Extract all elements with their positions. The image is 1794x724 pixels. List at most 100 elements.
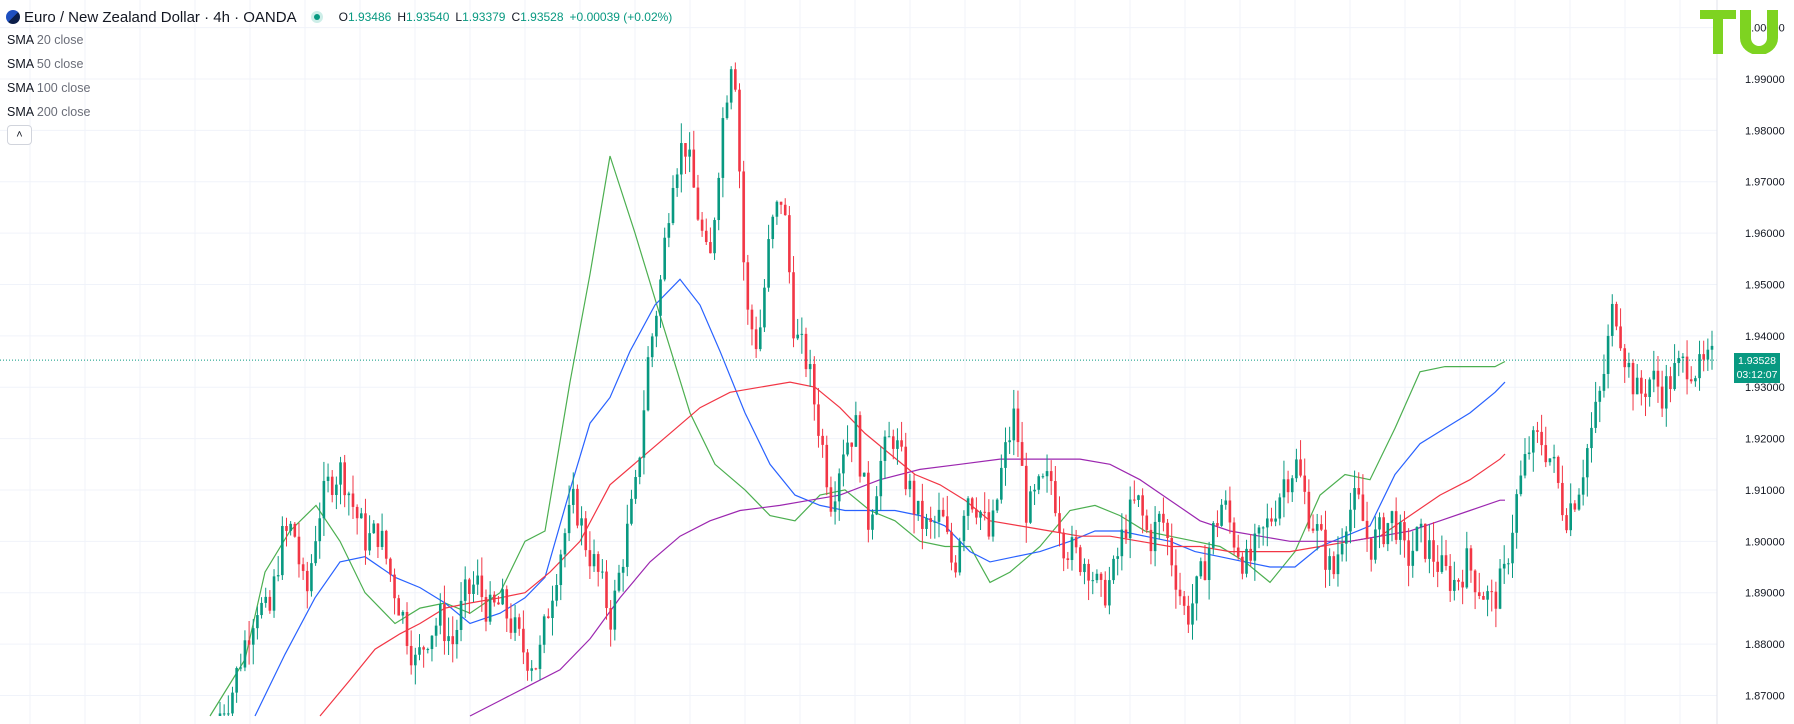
candle-body <box>1004 442 1007 468</box>
indicator-params: 200 close <box>36 105 91 119</box>
candle-body <box>1473 570 1477 593</box>
candle-body <box>929 518 932 523</box>
indicator-sma-20[interactable]: SMA 20 close <box>7 33 83 47</box>
candle-body <box>1369 538 1373 560</box>
candle-body <box>555 585 558 601</box>
candle-body <box>1386 523 1390 545</box>
candle-body <box>355 506 359 519</box>
candle-body <box>1399 522 1402 540</box>
candle-body <box>1419 523 1423 527</box>
candle-body <box>1527 452 1531 455</box>
candle-body <box>1145 515 1149 530</box>
candle-body <box>497 602 500 605</box>
candle-body <box>1286 479 1290 493</box>
indicator-sma-200[interactable]: SMA 200 close <box>7 105 90 119</box>
candle-body <box>933 521 937 523</box>
candle-body <box>871 514 874 530</box>
candle-body <box>326 476 330 481</box>
candle-body <box>700 219 704 231</box>
candle-body <box>825 444 829 488</box>
candle-body <box>1610 303 1614 336</box>
candle-body <box>484 597 488 622</box>
candle-body <box>1299 459 1302 476</box>
candle-body <box>368 533 371 551</box>
candle-body <box>1116 556 1119 559</box>
candle-body <box>1361 494 1365 521</box>
candle-body <box>837 473 841 502</box>
candle-body <box>1257 527 1261 534</box>
candle-body <box>617 572 621 591</box>
candle-body <box>567 504 571 534</box>
candle-body <box>821 435 824 445</box>
candle-body <box>1511 532 1514 564</box>
candle-body <box>1353 488 1356 510</box>
candle-body <box>1644 393 1647 398</box>
candle-body <box>1627 362 1631 368</box>
candle-body <box>921 500 924 529</box>
candle-body <box>1365 520 1369 539</box>
candle-body <box>405 611 409 646</box>
candle-body <box>1245 548 1248 574</box>
candle-body <box>979 511 982 518</box>
candle-body <box>563 533 567 555</box>
candle-body <box>721 118 725 178</box>
candle-body <box>1133 499 1136 501</box>
symbol-title[interactable]: Euro / New Zealand Dollar · 4h · OANDA <box>24 8 297 26</box>
candle-body <box>414 654 417 666</box>
candle-body <box>1224 500 1228 505</box>
candle-body <box>804 333 808 370</box>
candle-body <box>742 171 745 263</box>
chevron-up-icon: ˄ <box>16 129 23 141</box>
candle-body <box>1033 489 1036 492</box>
candle-body <box>1685 356 1689 380</box>
candle-body <box>314 541 317 564</box>
candle-body <box>875 496 878 515</box>
candle-body <box>1444 555 1448 566</box>
candle-body <box>1290 478 1294 493</box>
candle-body <box>883 436 887 461</box>
candle-body <box>767 239 770 288</box>
candle-body <box>463 579 467 601</box>
candle-body <box>1457 579 1460 582</box>
candles <box>218 62 1714 716</box>
ohlc-values: O1.93486 H1.93540 L1.93379 C1.93528 +0.0… <box>339 10 673 24</box>
candle-body <box>1677 357 1681 364</box>
candle-body <box>1166 522 1169 539</box>
candle-body <box>418 647 421 655</box>
candle-body <box>285 526 288 531</box>
candle-body <box>297 536 301 565</box>
candle-body <box>1049 471 1053 482</box>
candle-body <box>858 415 862 477</box>
indicator-params: 20 close <box>36 33 84 47</box>
indicator-sma-100[interactable]: SMA 100 close <box>7 81 90 95</box>
candle-body <box>1565 515 1568 531</box>
candle-body <box>1681 356 1685 358</box>
candle-body <box>746 262 750 310</box>
candle-body <box>289 523 292 531</box>
candle-body <box>800 333 804 335</box>
candle-body <box>1494 591 1498 609</box>
candle-body <box>638 457 642 478</box>
candle-body <box>758 327 762 350</box>
candle-body <box>738 89 741 172</box>
candle-body <box>1486 591 1489 600</box>
ma-line <box>469 458 1505 717</box>
candle-body <box>684 143 687 157</box>
candle-body <box>771 216 775 240</box>
collapse-indicators-button[interactable]: ˄ <box>7 125 32 145</box>
candle-body <box>601 571 604 573</box>
candle-body <box>347 493 351 496</box>
candle-body <box>833 501 837 512</box>
candle-body <box>222 713 226 715</box>
low-label: L <box>455 10 463 24</box>
candle-body <box>1037 476 1041 490</box>
candle-body <box>783 204 787 216</box>
candle-body <box>1423 523 1427 559</box>
candle-body <box>1702 354 1705 360</box>
candle-body <box>389 558 392 575</box>
candle-body <box>351 493 355 507</box>
candle-body <box>1157 513 1161 522</box>
candle-body <box>1548 458 1552 463</box>
indicator-sma-50[interactable]: SMA 50 close <box>7 57 83 71</box>
